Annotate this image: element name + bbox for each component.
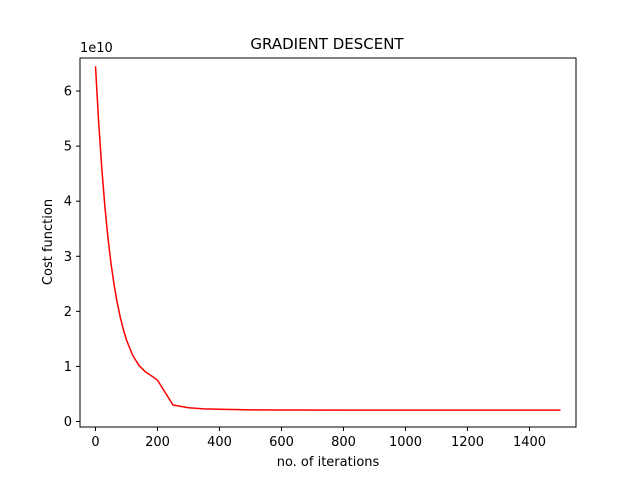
x-axis-label: no. of iterations	[277, 455, 380, 470]
x-tick-label: 1200	[451, 435, 484, 450]
x-tick-label: 1000	[389, 435, 422, 450]
chart-title: GRADIENT DESCENT	[250, 35, 404, 53]
y-tick-label: 1	[64, 360, 72, 375]
x-tick-label: 600	[269, 435, 294, 450]
y-axis-ticks: 0 1 2 3 4 5 6	[64, 85, 80, 430]
x-tick-label: 1400	[513, 435, 546, 450]
plot-area	[79, 57, 577, 428]
y-tick-label: 6	[64, 85, 72, 100]
y-tick-label: 4	[64, 195, 72, 210]
x-tick-label: 400	[207, 435, 232, 450]
y-tick-label: 0	[64, 415, 72, 430]
x-tick-label: 0	[91, 435, 99, 450]
series-line	[94, 66, 561, 411]
x-tick-label: 200	[145, 435, 170, 450]
y-tick-label: 2	[64, 305, 72, 320]
y-offset-label: 1e10	[80, 41, 113, 56]
y-axis-label: Cost function	[41, 199, 56, 285]
x-tick-label: 800	[331, 435, 356, 450]
y-tick-label: 3	[64, 250, 72, 265]
x-axis-ticks: 0 200 400 600 800 1000 1200 1400	[91, 427, 546, 450]
y-tick-label: 5	[64, 140, 72, 155]
series-group	[94, 66, 561, 411]
